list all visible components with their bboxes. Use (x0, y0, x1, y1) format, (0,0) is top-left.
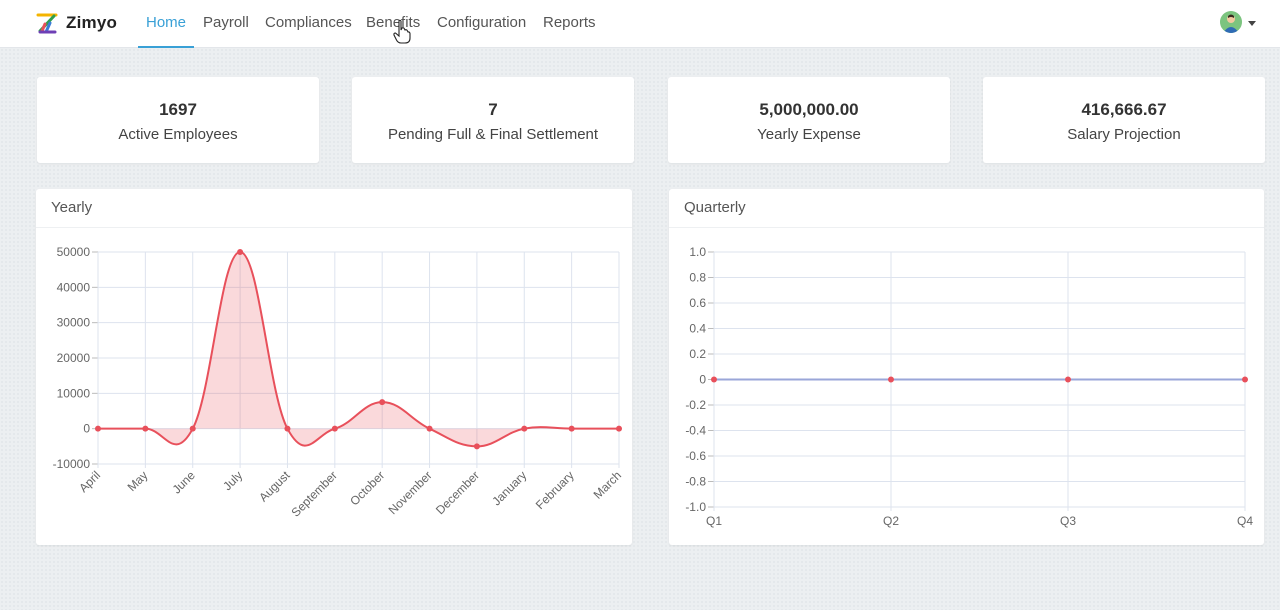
data-point (473, 443, 480, 450)
user-avatar[interactable] (1220, 11, 1242, 33)
zimyo-logo-icon (36, 13, 58, 34)
y-tick-label: 20000 (57, 351, 91, 365)
y-tick-label: 30000 (57, 316, 91, 330)
data-point (888, 376, 894, 383)
panel-title: Quarterly (669, 189, 1264, 228)
x-tick-label: June (170, 468, 199, 497)
stat-value: 7 (488, 100, 498, 119)
x-tick-label: October (347, 468, 387, 508)
nav-payroll[interactable]: Payroll (203, 14, 249, 31)
stat-label: Pending Full & Final Settlement (387, 126, 599, 143)
x-tick-label: July (220, 468, 245, 493)
brand[interactable]: Zimyo (36, 10, 117, 36)
x-tick-label: Q3 (1060, 514, 1076, 528)
data-point (284, 425, 291, 432)
y-tick-label: 0 (83, 422, 90, 436)
yearly-chart-panel: Yearly 50000 40000 30000 20000 10000 0 -10000 A… (36, 189, 632, 545)
stat-card-salary-projection: 416,666.67 Salary Projection (983, 77, 1265, 163)
data-point (189, 425, 196, 432)
nav-home[interactable]: Home (137, 0, 195, 48)
y-tick-label: 0.2 (689, 347, 706, 361)
y-tick-label: 1.0 (689, 245, 706, 259)
x-tick-label: February (533, 468, 577, 512)
stat-value: 416,666.67 (1081, 100, 1167, 119)
top-navbar: Zimyo Home Payroll Compliances Benefits … (0, 0, 1280, 48)
stat-card-active-employees: 1697 Active Employees (37, 77, 319, 163)
y-tick-label: -0.6 (685, 449, 706, 463)
nav-reports[interactable]: Reports (543, 14, 596, 31)
stat-label: Active Employees (118, 126, 238, 143)
y-tick-label: -0.4 (685, 424, 706, 438)
x-tick-label: Q1 (706, 514, 722, 528)
data-point (616, 425, 622, 432)
data-point (711, 376, 717, 383)
x-tick-label: Q2 (883, 514, 899, 528)
y-tick-label: 0.8 (689, 271, 706, 285)
x-tick-label: December (433, 468, 482, 517)
x-tick-label: April (76, 468, 103, 495)
data-point (521, 425, 528, 432)
stat-label: Salary Projection (1067, 126, 1181, 143)
y-tick-label: -1.0 (685, 500, 706, 514)
x-tick-label: May (125, 468, 151, 494)
data-point (1242, 376, 1248, 383)
data-point (331, 425, 338, 432)
y-tick-label: 50000 (57, 245, 91, 259)
y-tick-label: 0.4 (689, 322, 706, 336)
stat-label: Yearly Expense (757, 126, 861, 143)
y-tick-label: 10000 (57, 386, 91, 400)
stat-value: 1697 (159, 100, 197, 119)
y-tick-label: 0.6 (689, 296, 706, 310)
x-tick-label: January (489, 468, 529, 508)
stat-card-pending-settlement: 7 Pending Full & Final Settlement (352, 77, 634, 163)
data-point (426, 425, 433, 432)
user-avatar-icon (1220, 11, 1242, 33)
nav-configuration[interactable]: Configuration (437, 14, 527, 31)
stat-value: 5,000,000.00 (759, 100, 859, 119)
data-point (568, 425, 575, 432)
series-area (98, 252, 619, 447)
data-point (95, 425, 101, 432)
data-point (1065, 376, 1071, 383)
y-tick-label: 0 (699, 373, 706, 387)
hand-cursor-icon (393, 19, 411, 44)
quarterly-chart: 1.0 0.8 0.6 0.4 0.2 0 -0.2 -0.4 -0.6 -0.8 -1.0Q1 Q2… (685, 245, 1253, 528)
panel-title: Yearly (36, 189, 632, 228)
x-tick-label: March (591, 468, 624, 501)
y-tick-label: 40000 (57, 280, 91, 294)
x-tick-label: September (289, 468, 340, 519)
nav-benefits[interactable]: Benefits (366, 14, 421, 31)
y-tick-label: -0.2 (685, 398, 706, 412)
data-point (142, 425, 149, 432)
x-tick-label: Q4 (1237, 514, 1253, 528)
x-tick-label: August (256, 468, 293, 505)
x-tick-label: November (386, 468, 435, 517)
data-point (379, 399, 386, 406)
data-point (237, 249, 244, 255)
nav-compliances[interactable]: Compliances (265, 14, 352, 31)
y-tick-label: -10000 (53, 457, 91, 471)
quarterly-chart-panel: Quarterly 1.0 0.8 0.6 0.4 0.2 0 -0.2 -0.4 -0.6 -0… (669, 189, 1264, 545)
user-menu-caret-icon[interactable] (1248, 21, 1256, 26)
brand-name: Zimyo (66, 13, 118, 32)
stat-card-yearly-expense: 5,000,000.00 Yearly Expense (668, 77, 950, 163)
y-tick-label: -0.8 (685, 475, 706, 489)
